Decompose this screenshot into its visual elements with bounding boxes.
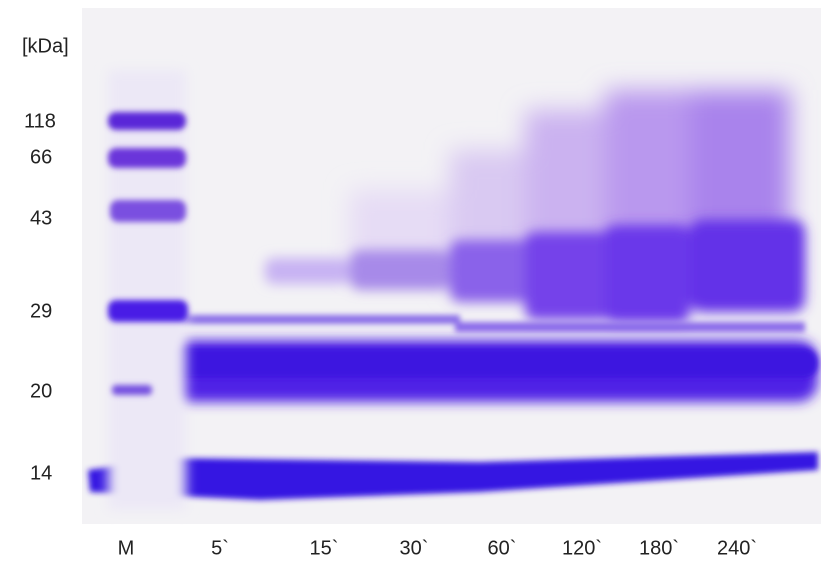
lane-label: 5` [211,537,229,559]
band [690,220,805,312]
lane-label: 15` [310,537,339,559]
bottom-band [88,452,818,500]
marker-lane [108,70,188,510]
marker-band [112,385,152,395]
band [450,240,530,302]
lane-label: 60` [488,537,517,559]
marker-label: 66 [30,146,52,168]
lane-label: 180` [639,537,679,559]
unit-label: [kDa] [22,35,69,57]
marker-label: 118 [24,110,56,132]
main-band-core [168,348,818,378]
marker-band [108,148,186,168]
band [180,315,460,324]
band [265,258,350,284]
marker-label: 43 [30,207,52,229]
band [455,322,805,332]
marker-band [110,200,186,222]
lane-label: 120` [562,537,602,559]
marker-band [108,300,188,322]
marker-label: 20 [30,380,52,402]
band [350,250,450,290]
band [605,225,690,323]
marker-label: 29 [30,300,52,322]
product-band [265,220,805,323]
lane-smear [108,70,186,510]
band [525,232,610,320]
lane-label: 30` [400,537,429,559]
thin-band [180,315,805,332]
lane-label: M [118,537,135,559]
marker-band [108,112,186,130]
lane-label: 240` [717,537,757,559]
marker-label: 14 [30,462,52,484]
